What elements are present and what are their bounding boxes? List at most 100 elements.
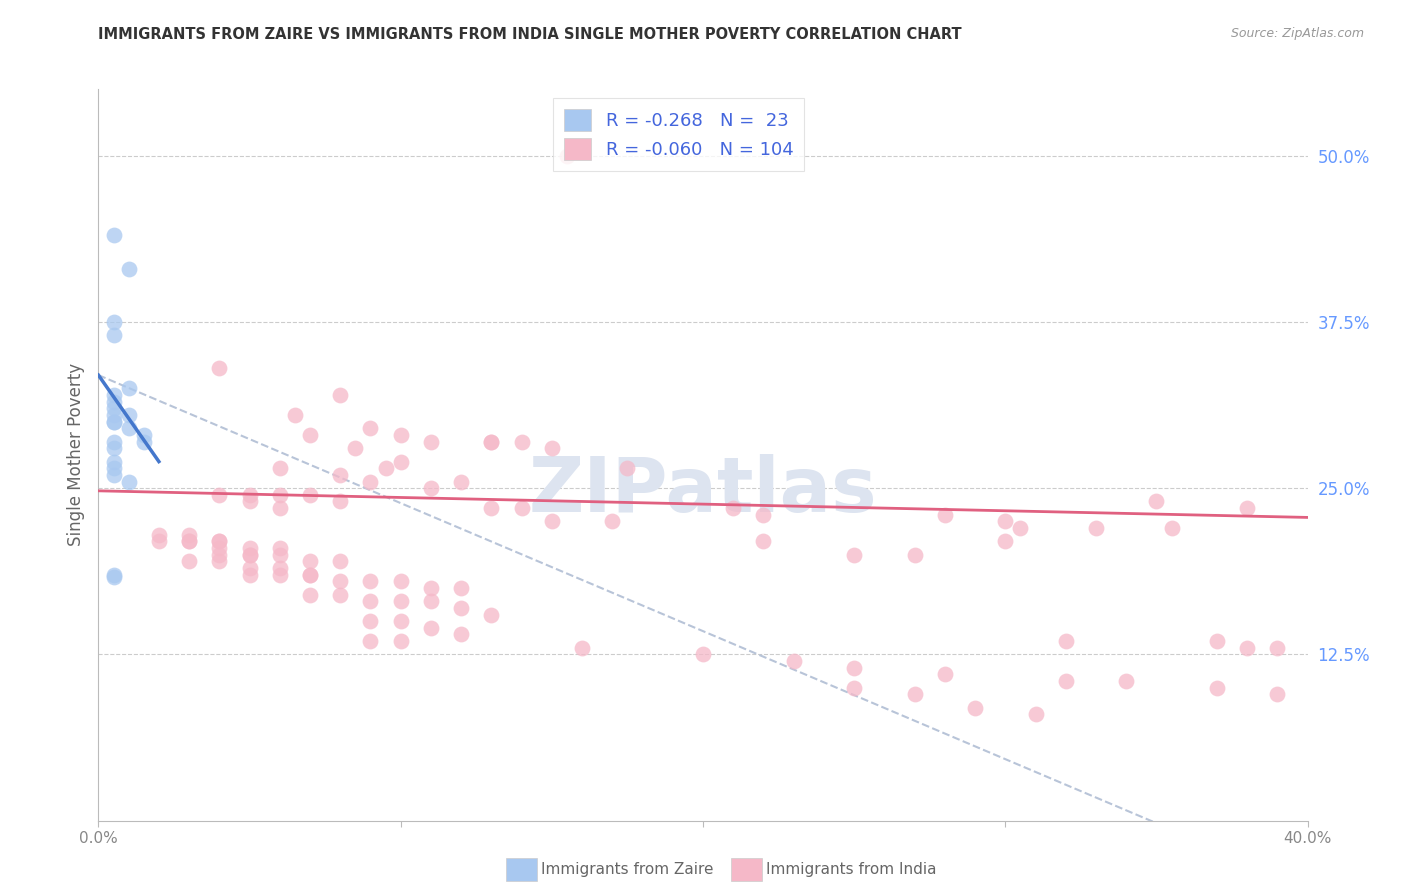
Point <box>360 594 382 608</box>
Point <box>450 581 472 595</box>
Point <box>103 228 125 243</box>
Point <box>481 501 503 516</box>
Point <box>299 567 322 582</box>
Point <box>269 561 291 575</box>
Point <box>329 388 352 402</box>
Point <box>208 541 231 555</box>
Point <box>148 527 170 541</box>
Point <box>103 401 125 416</box>
Point <box>269 548 291 562</box>
Text: Immigrants from Zaire: Immigrants from Zaire <box>541 863 714 877</box>
Point <box>1054 634 1077 648</box>
Point <box>239 561 262 575</box>
Point <box>239 548 262 562</box>
Point <box>118 421 141 435</box>
Point <box>299 554 322 568</box>
Point <box>329 494 352 508</box>
Point <box>103 394 125 409</box>
Point <box>208 534 231 549</box>
Point <box>420 481 443 495</box>
Point <box>540 442 562 456</box>
Point <box>360 614 382 628</box>
Point <box>299 428 322 442</box>
Point <box>329 588 352 602</box>
Point <box>239 494 262 508</box>
Point <box>1236 501 1258 516</box>
Point <box>103 415 125 429</box>
Point <box>208 554 231 568</box>
Point <box>389 594 412 608</box>
Point <box>1085 521 1108 535</box>
Point <box>481 607 503 622</box>
Point <box>389 634 412 648</box>
Point <box>389 454 412 468</box>
Point <box>723 501 745 516</box>
Point <box>103 442 125 456</box>
Point <box>329 554 352 568</box>
Point <box>299 588 322 602</box>
Point <box>389 614 412 628</box>
Point <box>179 534 201 549</box>
Point <box>329 574 352 589</box>
Point <box>132 428 155 442</box>
Point <box>752 534 775 549</box>
Point <box>103 567 125 582</box>
Point <box>616 461 638 475</box>
Point <box>510 501 533 516</box>
Point <box>208 548 231 562</box>
Point <box>132 434 155 449</box>
Point <box>450 627 472 641</box>
Point <box>1160 521 1182 535</box>
Point <box>179 534 201 549</box>
Point <box>360 634 382 648</box>
Point <box>904 548 927 562</box>
Point <box>1206 634 1229 648</box>
Point <box>934 667 956 681</box>
Point <box>360 421 382 435</box>
Point <box>118 261 141 276</box>
Point <box>994 515 1017 529</box>
Point <box>540 515 562 529</box>
Point <box>783 654 806 668</box>
Point <box>994 534 1017 549</box>
Point <box>360 475 382 489</box>
Point <box>481 434 503 449</box>
Point <box>344 442 367 456</box>
Point <box>103 434 125 449</box>
Point <box>844 661 866 675</box>
Point <box>118 475 141 489</box>
Point <box>1024 707 1046 722</box>
Point <box>103 408 125 422</box>
Point <box>208 534 231 549</box>
Point <box>389 574 412 589</box>
Point <box>239 548 262 562</box>
Point <box>555 149 578 163</box>
Point <box>1267 640 1289 655</box>
Point <box>103 415 125 429</box>
Y-axis label: Single Mother Poverty: Single Mother Poverty <box>66 363 84 547</box>
Point <box>103 461 125 475</box>
Point <box>934 508 956 522</box>
Point <box>1054 673 1077 688</box>
Point <box>752 508 775 522</box>
Text: Source: ZipAtlas.com: Source: ZipAtlas.com <box>1230 27 1364 40</box>
Point <box>1267 687 1289 701</box>
Point <box>269 488 291 502</box>
Point <box>239 567 262 582</box>
Point <box>103 570 125 584</box>
Point <box>965 700 987 714</box>
Text: IMMIGRANTS FROM ZAIRE VS IMMIGRANTS FROM INDIA SINGLE MOTHER POVERTY CORRELATION: IMMIGRANTS FROM ZAIRE VS IMMIGRANTS FROM… <box>98 27 962 42</box>
Point <box>103 454 125 468</box>
Point <box>844 681 866 695</box>
Point <box>904 687 927 701</box>
Point <box>420 581 443 595</box>
Point <box>179 554 201 568</box>
Point <box>103 388 125 402</box>
Point <box>269 567 291 582</box>
Point <box>239 541 262 555</box>
Point <box>118 381 141 395</box>
Point <box>269 501 291 516</box>
Text: Immigrants from India: Immigrants from India <box>766 863 936 877</box>
Point <box>389 428 412 442</box>
Point <box>571 640 593 655</box>
